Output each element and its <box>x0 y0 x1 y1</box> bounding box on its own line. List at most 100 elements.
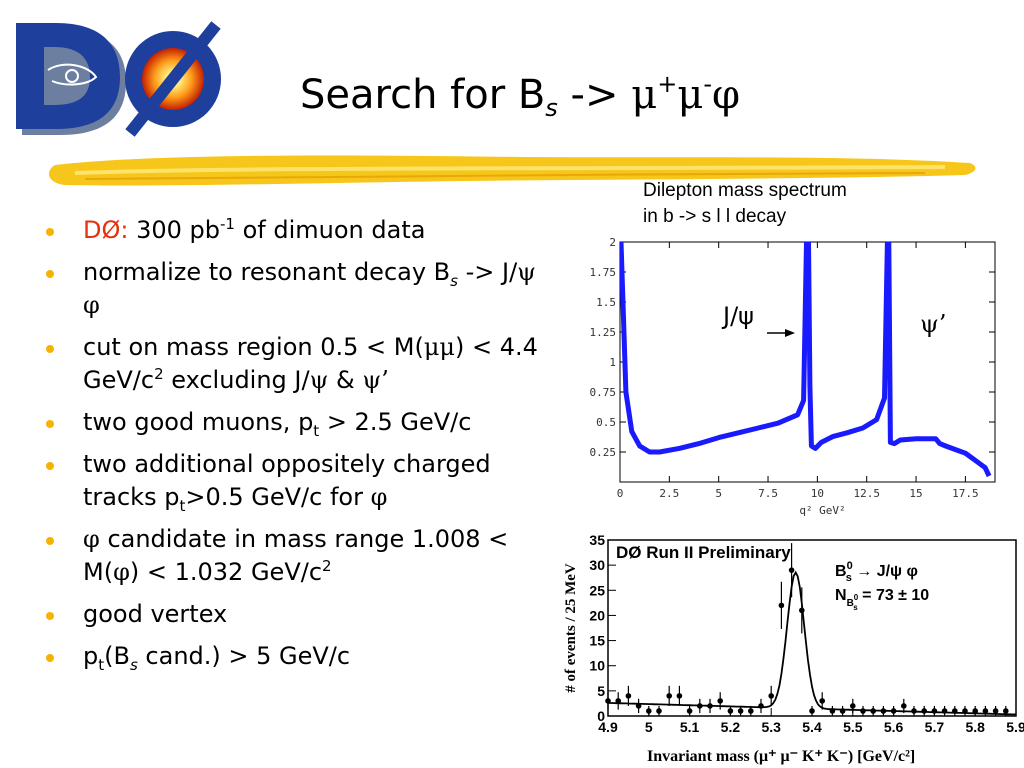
data-point <box>952 708 958 714</box>
bullet-item: cut on mass region 0.5 < M(μμ) < 4.4 GeV… <box>40 331 560 397</box>
legend-b: B <box>835 563 847 580</box>
legend-b-sub: s <box>846 572 852 584</box>
data-point <box>605 698 611 704</box>
text: normalize to resonant decay B <box>83 258 451 286</box>
x-tick-label: 5.2 <box>721 719 741 735</box>
data-point <box>666 693 672 699</box>
psi-prime: ψ’ <box>362 366 389 394</box>
title-mu1: μ <box>631 72 658 118</box>
data-point <box>697 703 703 709</box>
text: (B <box>104 642 130 670</box>
title-main: Search for B <box>300 72 546 118</box>
data-point <box>758 703 764 709</box>
chart-title: DØ Run II Preliminary <box>616 543 791 562</box>
y-tick-label: 1 <box>609 356 616 369</box>
d0-logo <box>16 21 221 137</box>
data-point <box>860 708 866 714</box>
x-tick-label: 5.3 <box>761 719 781 735</box>
data-point <box>727 708 734 714</box>
legend-n-sub-b-sub: s <box>853 603 858 612</box>
bullet-item: two good muons, pt > 2.5 GeV/c <box>40 406 560 439</box>
bullet-item: DØ: 300 pb-1 of dimuon data <box>40 214 560 247</box>
sup: 2 <box>154 365 164 383</box>
legend-yield: NB0 s = 73 ± 10 <box>835 587 929 612</box>
x-tick-label: 5.9 <box>1006 719 1024 735</box>
y-tick-label: 0 <box>597 708 605 724</box>
dilepton-spectrum-chart: 0 2.5 5 7.5 10 12.5 15 17.5 0.25 0.5 0.75 1 1.25 1.5 1… <box>590 236 996 517</box>
y-tick-label: 0.75 <box>590 386 617 399</box>
data-point <box>799 607 805 614</box>
title-arrow: -> <box>557 72 632 118</box>
sup: -1 <box>220 215 235 233</box>
y-tick-label: 0.25 <box>590 446 617 459</box>
phi: φ <box>370 483 388 511</box>
data-point <box>941 708 948 714</box>
text: two additional oppositely charged tracks… <box>83 450 491 511</box>
text: & <box>328 366 363 394</box>
data-point <box>870 708 876 714</box>
data-point <box>778 602 785 609</box>
y-tick-label: 35 <box>589 532 605 548</box>
sub: s <box>129 655 138 674</box>
data-point <box>768 693 774 699</box>
legend-n: N <box>835 587 847 604</box>
data-point <box>972 708 978 714</box>
data-point <box>931 708 938 714</box>
sup: 2 <box>322 557 332 575</box>
x-axis-label: Invariant mass (μ⁺ μ⁻ K⁺ K⁻) [GeV/c²] <box>647 748 915 765</box>
y-tick-label: 0.5 <box>596 416 616 429</box>
legend-decay-text: → J/ψ φ <box>852 563 918 580</box>
psi: ψ <box>309 366 329 394</box>
jpsi-annotation: J/ψ <box>721 302 754 330</box>
bullet-item: normalize to resonant decay Bs -> J/ψ φ <box>40 256 560 322</box>
bullet-item: good vertex <box>40 598 560 631</box>
data-point <box>788 567 795 573</box>
d0-label: DØ: <box>83 216 129 244</box>
data-point <box>982 708 989 714</box>
data-point <box>635 703 642 709</box>
text: cut on mass region 0.5 < M( <box>83 333 424 361</box>
x-tick-label: 5.8 <box>965 719 985 735</box>
title-mu2: μ <box>677 72 704 118</box>
data-point <box>625 693 632 699</box>
phi: φ <box>83 291 100 319</box>
bullet-item: two additional oppositely charged tracks… <box>40 448 560 514</box>
legend-n-sub-b: B <box>847 598 854 609</box>
legend-yield-text: = 73 ± 10 <box>858 587 930 604</box>
x-tick-label: 7.5 <box>758 487 778 500</box>
title-minus: - <box>703 70 712 98</box>
data-point <box>717 698 723 704</box>
x-tick-label: 5.4 <box>802 719 822 735</box>
legend-decay: B0 s → J/ψ φ <box>835 560 918 584</box>
data-point <box>901 703 907 709</box>
text: > 2.5 GeV/c <box>319 408 472 436</box>
invariant-mass-chart: 4.9 5 5.1 5.2 5.3 5.4 5.5 5.6 5.7 5.8 5.9 0 5 10 15 20 2… <box>563 532 1024 765</box>
y-tick-label: 1.25 <box>590 326 617 339</box>
dilepton-caption: Dilepton mass spectrum in b -> s l l dec… <box>643 178 847 230</box>
data-point <box>646 708 652 714</box>
d0-logo-d <box>16 23 120 129</box>
psi-prime-annotation: ψ’ <box>920 310 946 338</box>
title-plus: + <box>657 70 678 98</box>
x-axis-label: q² GeV² <box>799 504 845 517</box>
x-tick-label: 12.5 <box>853 487 880 500</box>
mumu: μμ <box>423 333 456 361</box>
data-point <box>839 708 846 714</box>
title-phi: φ <box>711 72 740 118</box>
text: good vertex <box>83 600 228 628</box>
y-tick-label: 30 <box>589 557 605 573</box>
phi: φ <box>113 558 130 586</box>
text: cand.) > 5 GeV/c <box>137 642 351 670</box>
data-point <box>686 708 693 714</box>
x-tick-label: 0 <box>617 487 624 500</box>
bullet-list: DØ: 300 pb-1 of dimuon data normalize to… <box>40 214 560 682</box>
data-point <box>707 703 713 709</box>
bullet-item: pt(Bs cand.) > 5 GeV/c <box>40 640 560 673</box>
text: p <box>83 642 99 670</box>
fit-curve <box>607 570 1017 716</box>
text: 300 pb <box>128 216 221 244</box>
data-point <box>992 708 999 714</box>
data-point <box>962 708 968 714</box>
title-underline-brushstroke <box>49 155 976 186</box>
y-tick-label: 20 <box>589 607 605 623</box>
